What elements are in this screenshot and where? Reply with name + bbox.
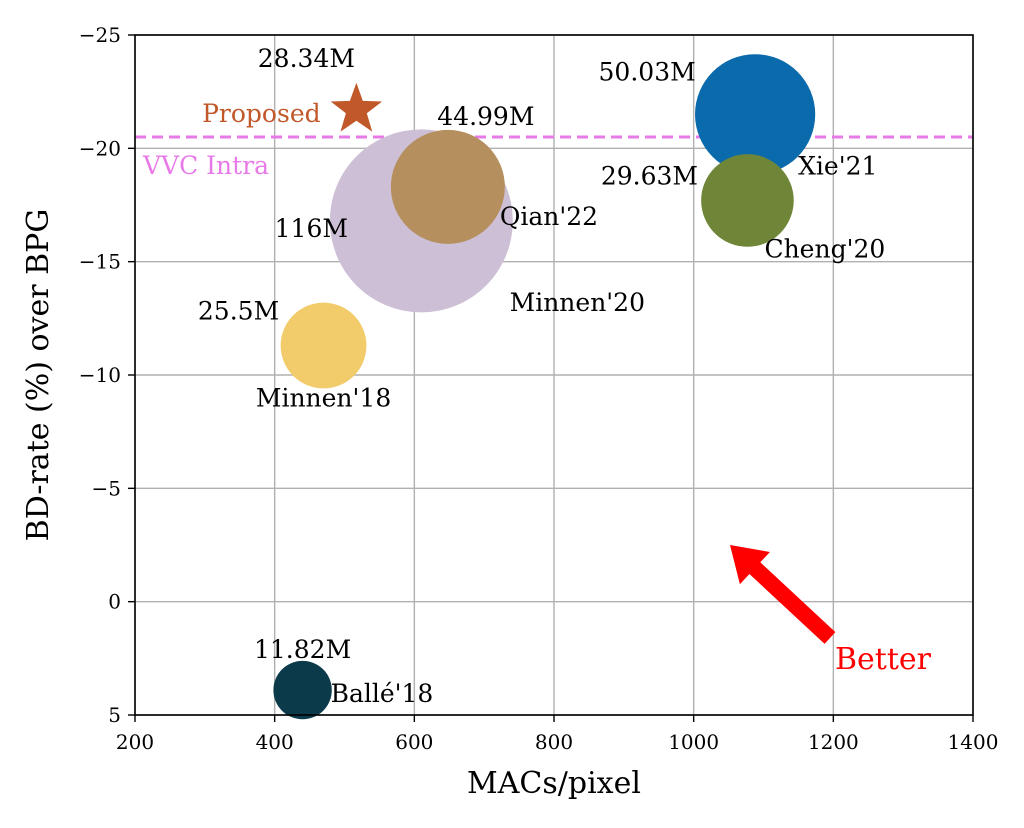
label-minnen-20: Minnen'20 [510, 288, 645, 317]
y-tick-label: −25 [79, 23, 121, 47]
x-tick-label: 1400 [948, 730, 999, 754]
x-tick-label: 1000 [668, 730, 719, 754]
y-axis-title: BD-rate (%) over BPG [21, 209, 56, 542]
params-xie-21: 50.03M [599, 57, 696, 86]
better-label: Better [835, 642, 932, 677]
y-tick-label: 5 [108, 703, 121, 727]
x-tick-label: 800 [535, 730, 573, 754]
params-minnen-18: 25.5M [198, 297, 279, 326]
y-tick-label: −5 [92, 476, 121, 500]
label-qian-22: Qian'22 [500, 202, 598, 231]
params-proposed: 28.34M [258, 44, 355, 73]
params-qian-22: 44.99M [437, 102, 534, 131]
y-tick-label: 0 [108, 590, 121, 614]
x-tick-label: 200 [116, 730, 154, 754]
label-ball-18: Ballé'18 [331, 679, 434, 708]
point-labels: Ballé'18 11.82M Minnen'18 25.5M Minnen'20 116… [198, 44, 885, 708]
point-minnen-18-bubble [280, 302, 367, 389]
x-axis-title: MACs/pixel [467, 766, 641, 801]
x-tick-label: 600 [395, 730, 433, 754]
x-tick-label: 1200 [808, 730, 859, 754]
point-cheng-20-bubble [701, 154, 794, 247]
label-proposed: Proposed [202, 99, 321, 128]
params-ball-18: 11.82M [254, 635, 351, 664]
params-minnen-20: 116M [275, 214, 348, 243]
data-points [273, 54, 816, 720]
better-arrow [730, 545, 836, 644]
point-proposed-star [330, 82, 383, 132]
y-tick-label: −15 [79, 250, 121, 274]
y-tick-label: −20 [79, 136, 121, 160]
x-tick-label: 400 [256, 730, 294, 754]
y-tick-label: −10 [79, 363, 121, 387]
vvc-intra-reference: VVC Intra [135, 135, 973, 180]
label-xie-21: Xie'21 [798, 151, 877, 180]
point-xie-21-bubble [695, 54, 816, 175]
axis-ticks: 200 400 600 800 1000 1200 1400 5 0 −5 −10 −15 −20 −25 [79, 23, 999, 754]
label-minnen-18: Minnen'18 [256, 384, 391, 413]
label-cheng-20: Cheng'20 [764, 234, 885, 263]
vvc-intra-label: VVC Intra [142, 151, 269, 180]
point-ball-18-bubble [273, 660, 332, 720]
better-annotation: Better [730, 545, 932, 677]
point-qian-22-bubble [390, 129, 505, 244]
params-cheng-20: 29.63M [601, 161, 698, 190]
